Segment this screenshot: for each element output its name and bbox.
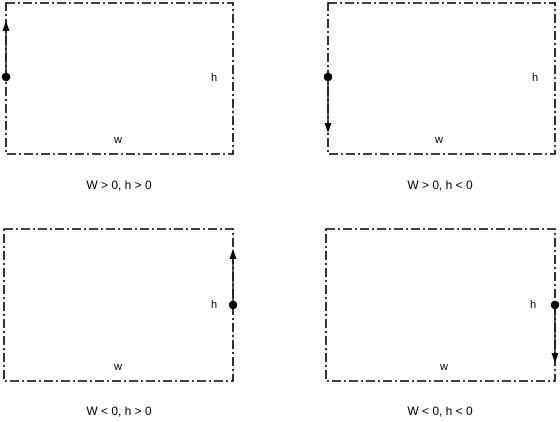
origin-point — [323, 72, 333, 82]
dashed-rectangle — [327, 2, 556, 155]
panel-caption: W < 0, h > 0 — [86, 404, 152, 418]
arrow-down-icon — [551, 353, 559, 363]
w-label: w — [434, 134, 443, 146]
h-label: h — [532, 72, 538, 84]
dashed-rectangle — [5, 2, 234, 155]
panel-caption: W < 0, h < 0 — [407, 404, 473, 418]
h-label: h — [211, 299, 217, 311]
origin-point — [550, 300, 560, 310]
arrow-up-icon — [2, 21, 10, 31]
panel-w-neg-h-pos: h w W < 0, h > 0 — [3, 228, 238, 418]
w-label: w — [113, 134, 122, 146]
panel-caption: W > 0, h > 0 — [86, 178, 152, 192]
w-label: w — [113, 361, 122, 373]
panel-w-pos-h-pos: h w W > 0, h > 0 — [1, 2, 234, 192]
arrow-up-icon — [229, 249, 237, 259]
origin-point — [1, 72, 11, 82]
h-label: h — [530, 299, 536, 311]
dashed-rectangle — [325, 228, 556, 382]
origin-point — [228, 300, 238, 310]
h-label: h — [211, 72, 217, 84]
panel-w-neg-h-neg: h w W < 0, h < 0 — [325, 228, 560, 418]
dashed-rectangle — [3, 228, 234, 382]
panel-w-pos-h-neg: h w W > 0, h < 0 — [323, 2, 556, 192]
w-label: w — [439, 361, 448, 373]
panel-caption: W > 0, h < 0 — [407, 178, 473, 192]
arrow-down-icon — [324, 123, 332, 133]
